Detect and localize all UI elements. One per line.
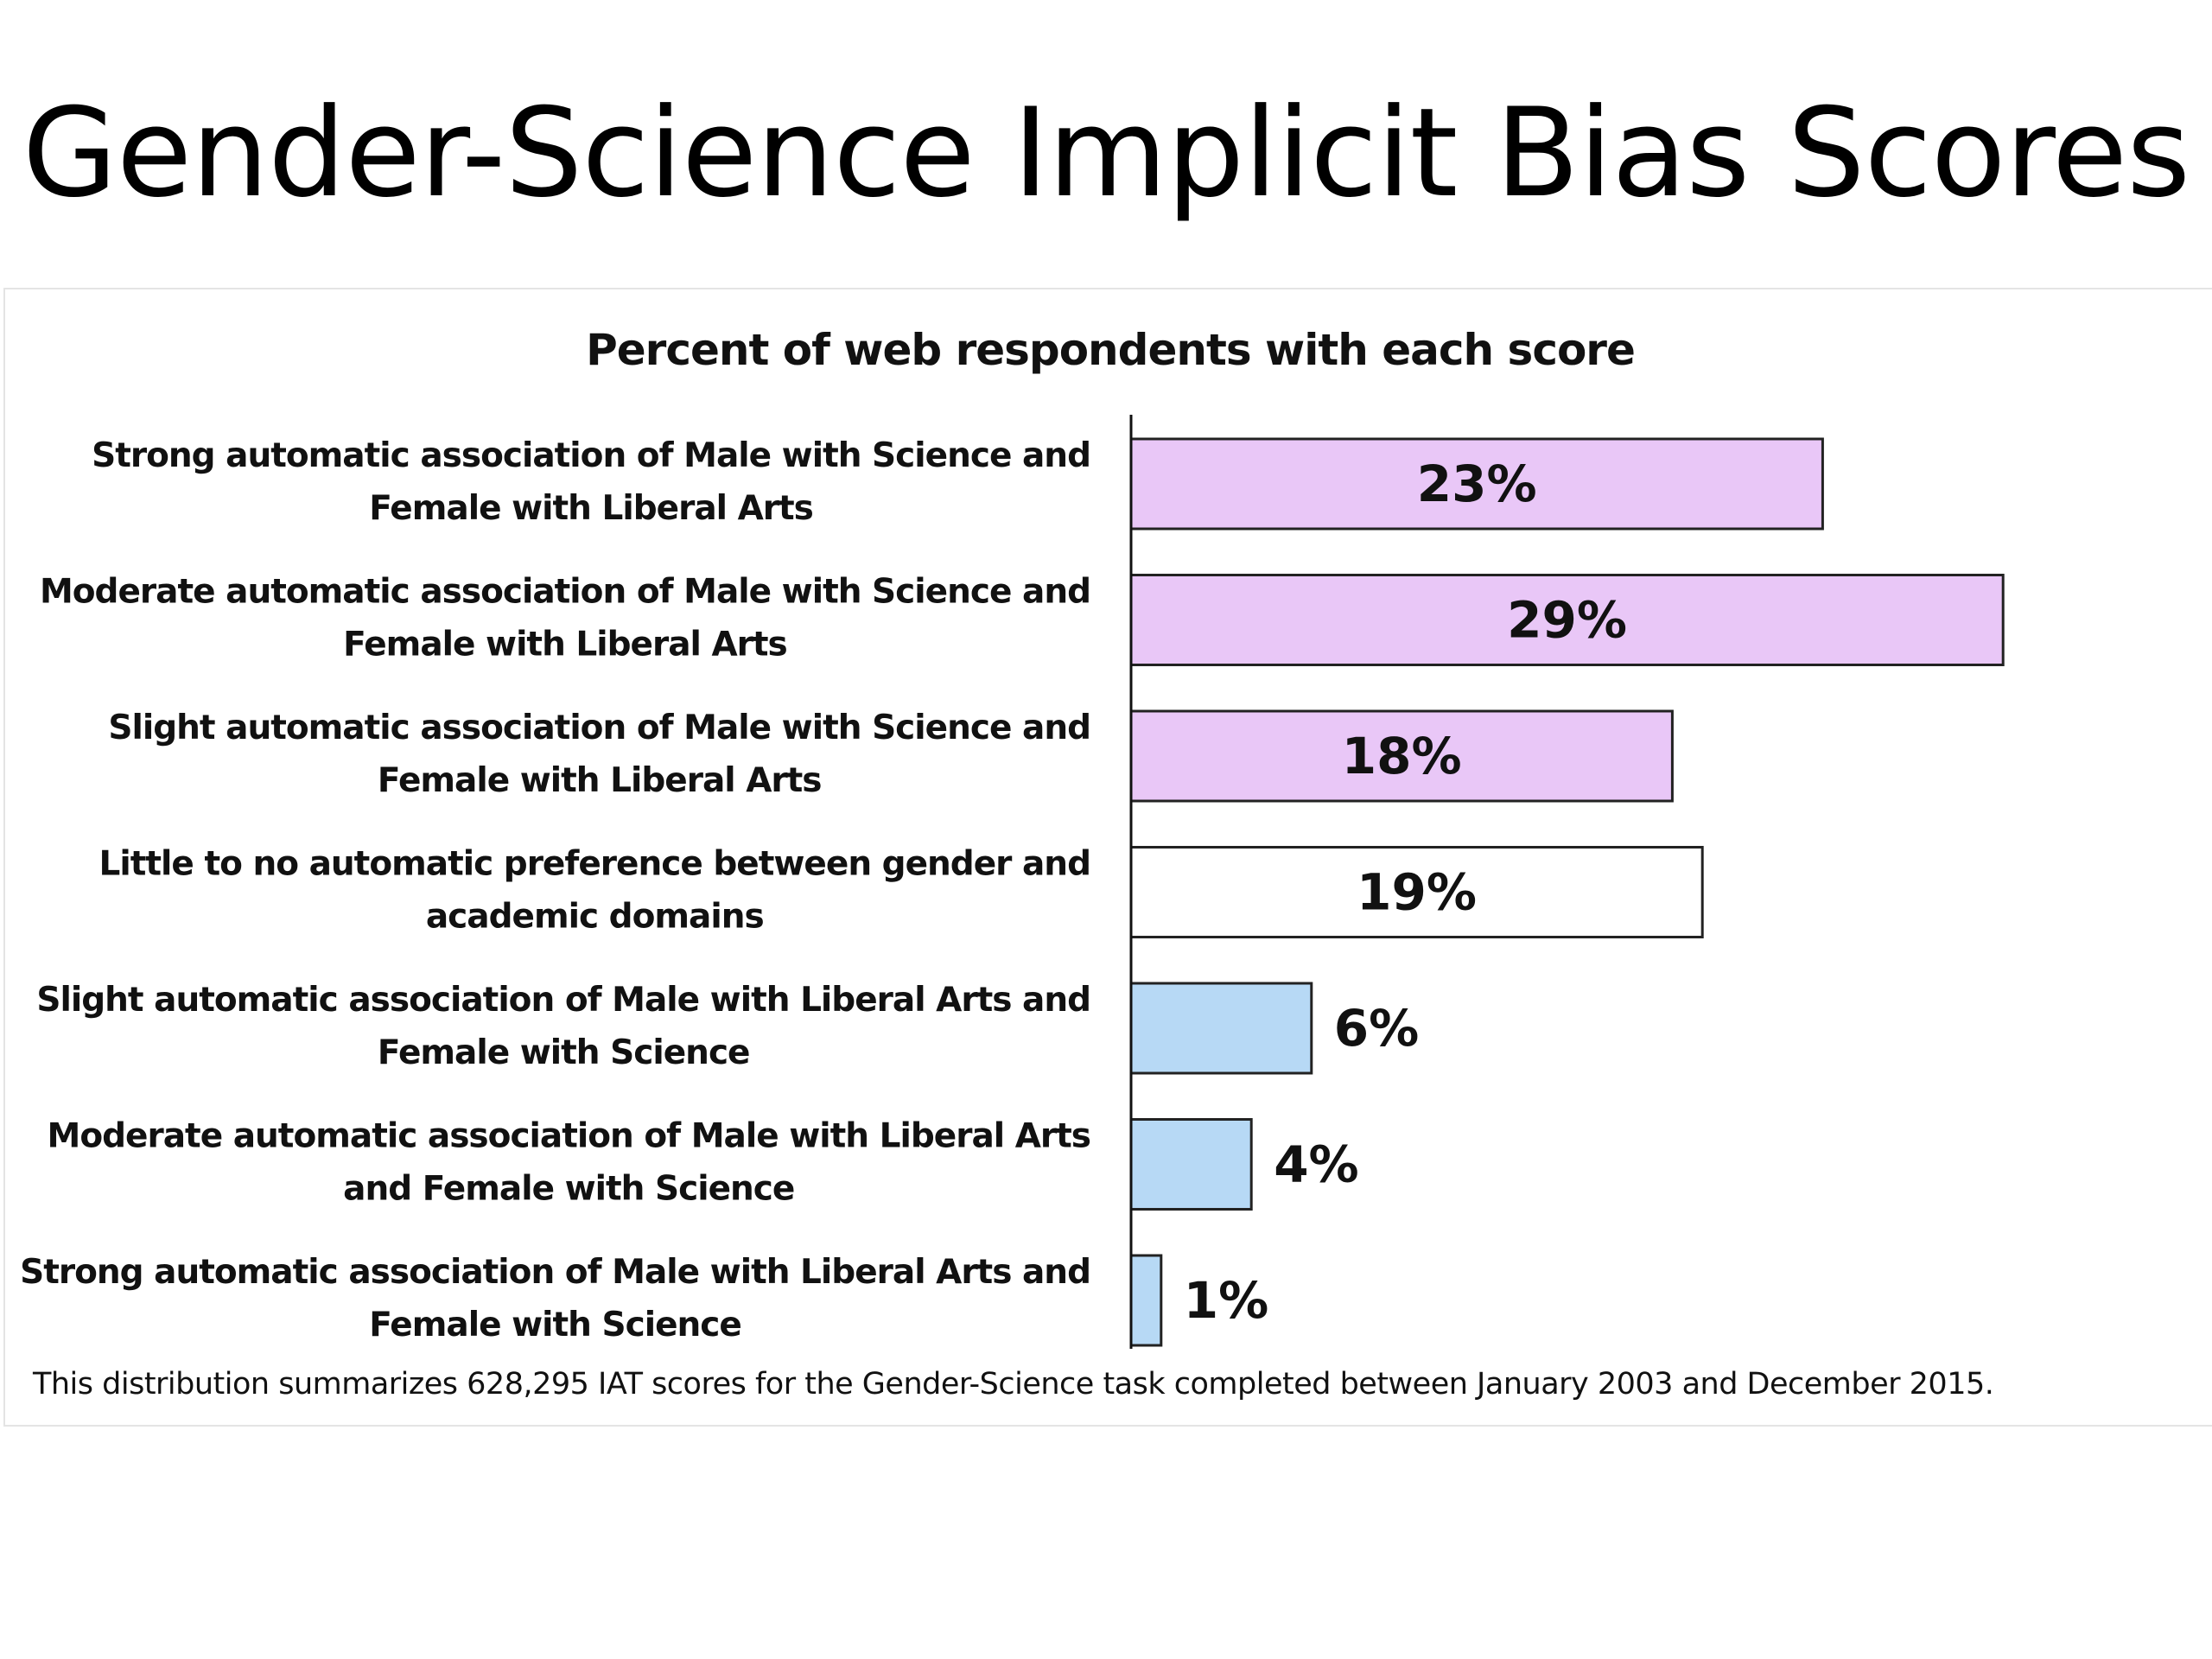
category-label-line: Slight automatic association of Male wit… xyxy=(108,709,1090,747)
category-label-line: Strong automatic association of Male wit… xyxy=(92,436,1090,475)
value-label-5: 6% xyxy=(1334,999,1419,1058)
category-label-line: Female with Science xyxy=(369,1306,741,1344)
chart-panel xyxy=(3,288,2212,1427)
value-label-4: 19% xyxy=(1357,863,1477,922)
category-label-line: Moderate automatic association of Male w… xyxy=(48,1117,1090,1156)
bar-6 xyxy=(1129,1118,1253,1211)
value-label-1: 23% xyxy=(1417,454,1537,513)
category-label-line: Slight automatic association of Male wit… xyxy=(36,981,1090,1020)
category-label-1: Strong automatic association of Male wit… xyxy=(92,436,1090,528)
category-label-6: Moderate automatic association of Male w… xyxy=(48,1117,1090,1209)
category-label-2: Moderate automatic association of Male w… xyxy=(40,573,1090,664)
chart-footnote: This distribution summarizes 628,295 IAT… xyxy=(32,1367,1993,1402)
category-label-line: Female with Liberal Arts xyxy=(378,761,822,800)
bar-5 xyxy=(1129,982,1313,1075)
bar-2 xyxy=(1129,574,2005,666)
value-labels: 23% 29% 18% 19% 6% 4% 1% xyxy=(1184,454,1627,1330)
bar-3 xyxy=(1129,709,1674,803)
value-label-6: 4% xyxy=(1274,1135,1358,1194)
category-label-5: Slight automatic association of Male wit… xyxy=(36,981,1090,1072)
bars xyxy=(1129,437,2005,1347)
value-label-7: 1% xyxy=(1184,1271,1268,1330)
category-label-line: Little to no automatic preference betwee… xyxy=(99,845,1090,884)
category-label-line: Moderate automatic association of Male w… xyxy=(40,573,1090,612)
category-label-line: Female with Science xyxy=(378,1033,750,1072)
value-label-2: 29% xyxy=(1507,591,1627,650)
category-label-line: and Female with Science xyxy=(343,1170,794,1209)
category-labels: Strong automatic association of Male wit… xyxy=(20,436,1091,1344)
category-label-3: Slight automatic association of Male wit… xyxy=(108,709,1090,800)
category-label-4: Little to no automatic preference betwee… xyxy=(99,845,1090,937)
value-label-3: 18% xyxy=(1342,727,1462,785)
category-label-line: academic domains xyxy=(426,898,764,937)
category-label-line: Female with Liberal Arts xyxy=(369,489,813,528)
bar-7 xyxy=(1129,1254,1163,1347)
category-label-line: Strong automatic association of Male wit… xyxy=(20,1253,1090,1292)
slide-title: Gender-Science Implicit Bias Scores xyxy=(22,82,2190,225)
chart-title: Percent of web respondents with each sco… xyxy=(586,325,1635,375)
category-label-line: Female with Liberal Arts xyxy=(343,626,787,664)
category-label-7: Strong automatic association of Male wit… xyxy=(20,1253,1090,1344)
